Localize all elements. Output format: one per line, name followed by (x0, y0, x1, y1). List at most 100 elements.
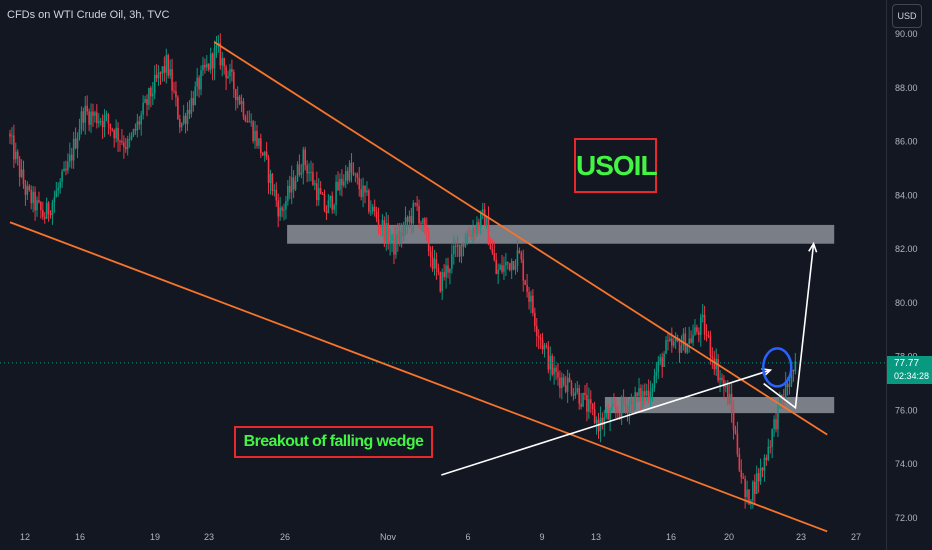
candle-body (516, 250, 519, 267)
candle-body (713, 358, 716, 370)
time-tick-label: 16 (666, 532, 676, 542)
candle-body (694, 327, 696, 335)
candle-body (209, 53, 212, 70)
time-axis[interactable]: 12 16 19 23 26 Nov 6 9 13 16 20 23 27 (20, 532, 861, 542)
currency-button[interactable]: USD (892, 4, 922, 28)
candle-body (663, 353, 665, 367)
candle-body (667, 340, 669, 342)
candle-body (726, 385, 729, 404)
candle-body (408, 216, 411, 222)
candle-body (67, 161, 69, 171)
candle-body (773, 419, 775, 430)
candle-body (402, 226, 405, 237)
candle-body (76, 137, 79, 149)
candle-body (14, 151, 17, 160)
candle-body (134, 129, 137, 131)
candle-body (250, 121, 252, 123)
candle-body (711, 356, 714, 359)
candle-body (393, 234, 395, 255)
candle-body (574, 392, 577, 396)
candle-body (177, 97, 179, 119)
candle-body (474, 228, 476, 234)
candle-body (680, 345, 683, 353)
candle-body (561, 377, 563, 389)
candle-body (74, 138, 77, 149)
candle-body (410, 216, 413, 224)
support-zone[interactable] (604, 397, 835, 414)
candle-body (738, 454, 741, 471)
candle-body (227, 76, 229, 79)
symbol-title: CFDs on WTI Crude Oil, 3h, TVC (7, 9, 170, 21)
breakout-label-box[interactable]: Breakout of falling wedge (234, 426, 433, 458)
candle-body (32, 191, 34, 204)
candle-body (661, 357, 663, 367)
candle-body (398, 231, 401, 245)
candle-body (443, 272, 445, 278)
candle-body (586, 394, 588, 412)
candle-body (605, 411, 608, 418)
candle-body (325, 210, 328, 214)
resistance-zone[interactable] (287, 224, 835, 244)
candle-body (300, 172, 303, 175)
candle-body (142, 102, 144, 115)
candle-body (576, 388, 579, 393)
candle-body (528, 291, 530, 302)
candle-body (329, 195, 332, 201)
candle-body (308, 172, 310, 174)
candle-body (669, 338, 671, 341)
candle-body (470, 235, 472, 237)
candle-body (20, 169, 23, 177)
usoil-title-box[interactable]: USOIL (574, 138, 658, 193)
price-tick-label: 82.00 (895, 244, 918, 254)
candle-body (588, 399, 590, 412)
candle-body (377, 218, 380, 227)
candle-body (628, 404, 631, 414)
candle-body (175, 91, 177, 98)
candle-body (452, 245, 455, 255)
candle-body (682, 333, 685, 346)
candle-body (485, 216, 488, 226)
candle-body (190, 98, 193, 114)
candle-body (148, 88, 150, 105)
candle-body (620, 397, 623, 418)
candle-body (49, 213, 52, 216)
candle-body (723, 379, 725, 388)
candle-body (717, 358, 719, 381)
candle-body (368, 190, 370, 212)
candle-body (580, 403, 582, 407)
candle-body (609, 410, 611, 420)
breakout-arrow[interactable] (441, 369, 771, 476)
candle-body (732, 411, 735, 430)
projection-arrow[interactable] (763, 243, 815, 410)
candle-body (292, 177, 295, 190)
candle-body (9, 133, 11, 137)
wedge-upper-line[interactable] (213, 41, 828, 436)
candle-body (373, 206, 376, 212)
breakout-circle-marker[interactable] (762, 347, 793, 388)
candle-body (497, 269, 499, 274)
candle-body (90, 111, 92, 125)
candle-body (501, 265, 503, 272)
candle-body (553, 367, 555, 375)
candle-body (358, 177, 361, 190)
candle-body (792, 369, 795, 372)
candle-body (70, 154, 73, 161)
candle-body (204, 64, 206, 68)
candle-body (449, 268, 451, 273)
candle-body (584, 392, 586, 395)
candle-body (788, 384, 791, 388)
candle-body (454, 245, 457, 247)
candle-body (188, 109, 191, 114)
candle-body (117, 127, 119, 141)
candle-body (323, 194, 326, 211)
price-tick-label: 88.00 (895, 83, 918, 93)
candle-body (505, 261, 507, 266)
wedge-lower-line[interactable] (9, 221, 828, 533)
candle-body (109, 123, 112, 129)
candle-body (640, 388, 642, 402)
time-tick-label: 16 (75, 532, 85, 542)
time-tick-label: 12 (20, 532, 30, 542)
candle-body (781, 394, 783, 398)
candle-body (456, 244, 459, 247)
